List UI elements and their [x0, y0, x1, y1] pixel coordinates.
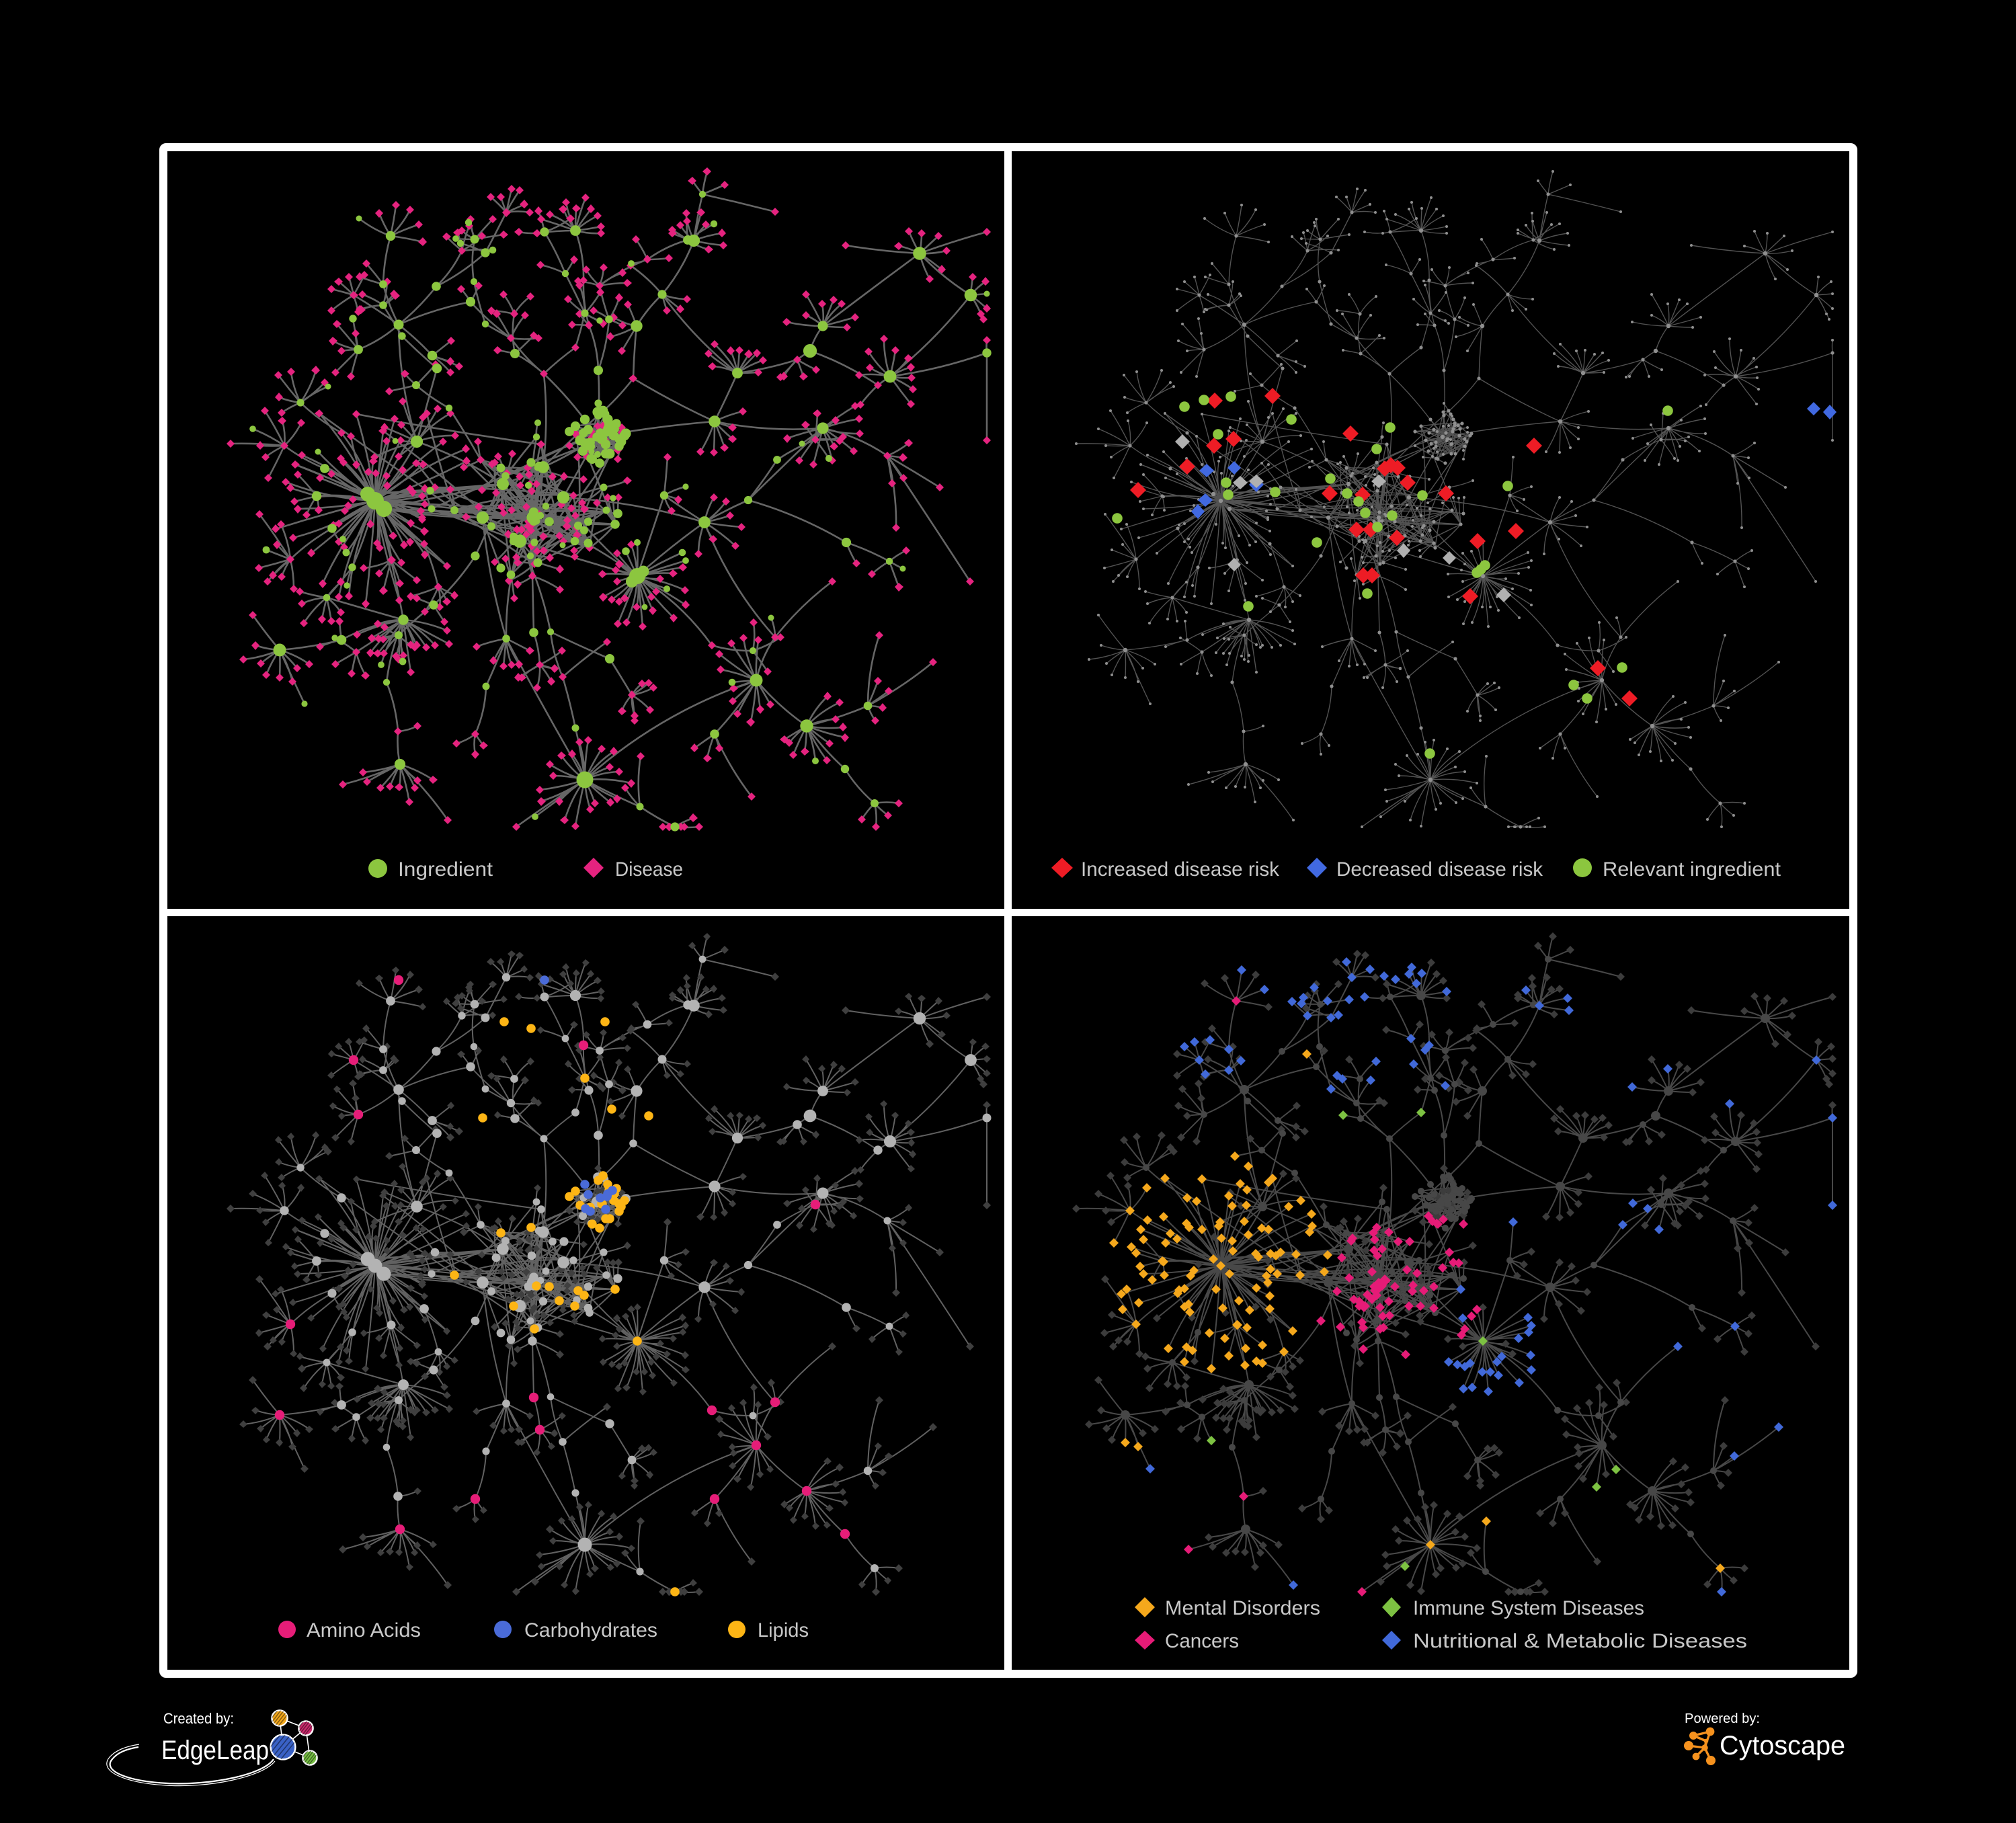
svg-text:Disease: Disease: [615, 858, 683, 881]
svg-text:Immune System Diseases: Immune System Diseases: [1413, 1597, 1644, 1619]
svg-text:Ingredient: Ingredient: [398, 858, 493, 881]
svg-text:Decreased disease risk: Decreased disease risk: [1336, 858, 1543, 881]
svg-text:Amino Acids: Amino Acids: [307, 1619, 421, 1642]
svg-text:Carbohydrates: Carbohydrates: [524, 1619, 657, 1642]
svg-text:Relevant ingredient: Relevant ingredient: [1603, 858, 1781, 881]
svg-text:Mental Disorders: Mental Disorders: [1165, 1597, 1320, 1619]
svg-text:Nutritional & Metabolic Diseas: Nutritional & Metabolic Diseases: [1413, 1630, 1747, 1652]
svg-text:Lipids: Lipids: [758, 1619, 809, 1642]
svg-text:Increased disease risk: Increased disease risk: [1081, 858, 1280, 881]
svg-text:EdgeLeap: EdgeLeap: [161, 1736, 269, 1765]
svg-text:Powered by:: Powered by:: [1685, 1711, 1760, 1726]
svg-text:Cancers: Cancers: [1165, 1630, 1239, 1652]
svg-text:Cytoscape: Cytoscape: [1720, 1731, 1845, 1760]
svg-text:Created by:: Created by:: [163, 1710, 234, 1727]
